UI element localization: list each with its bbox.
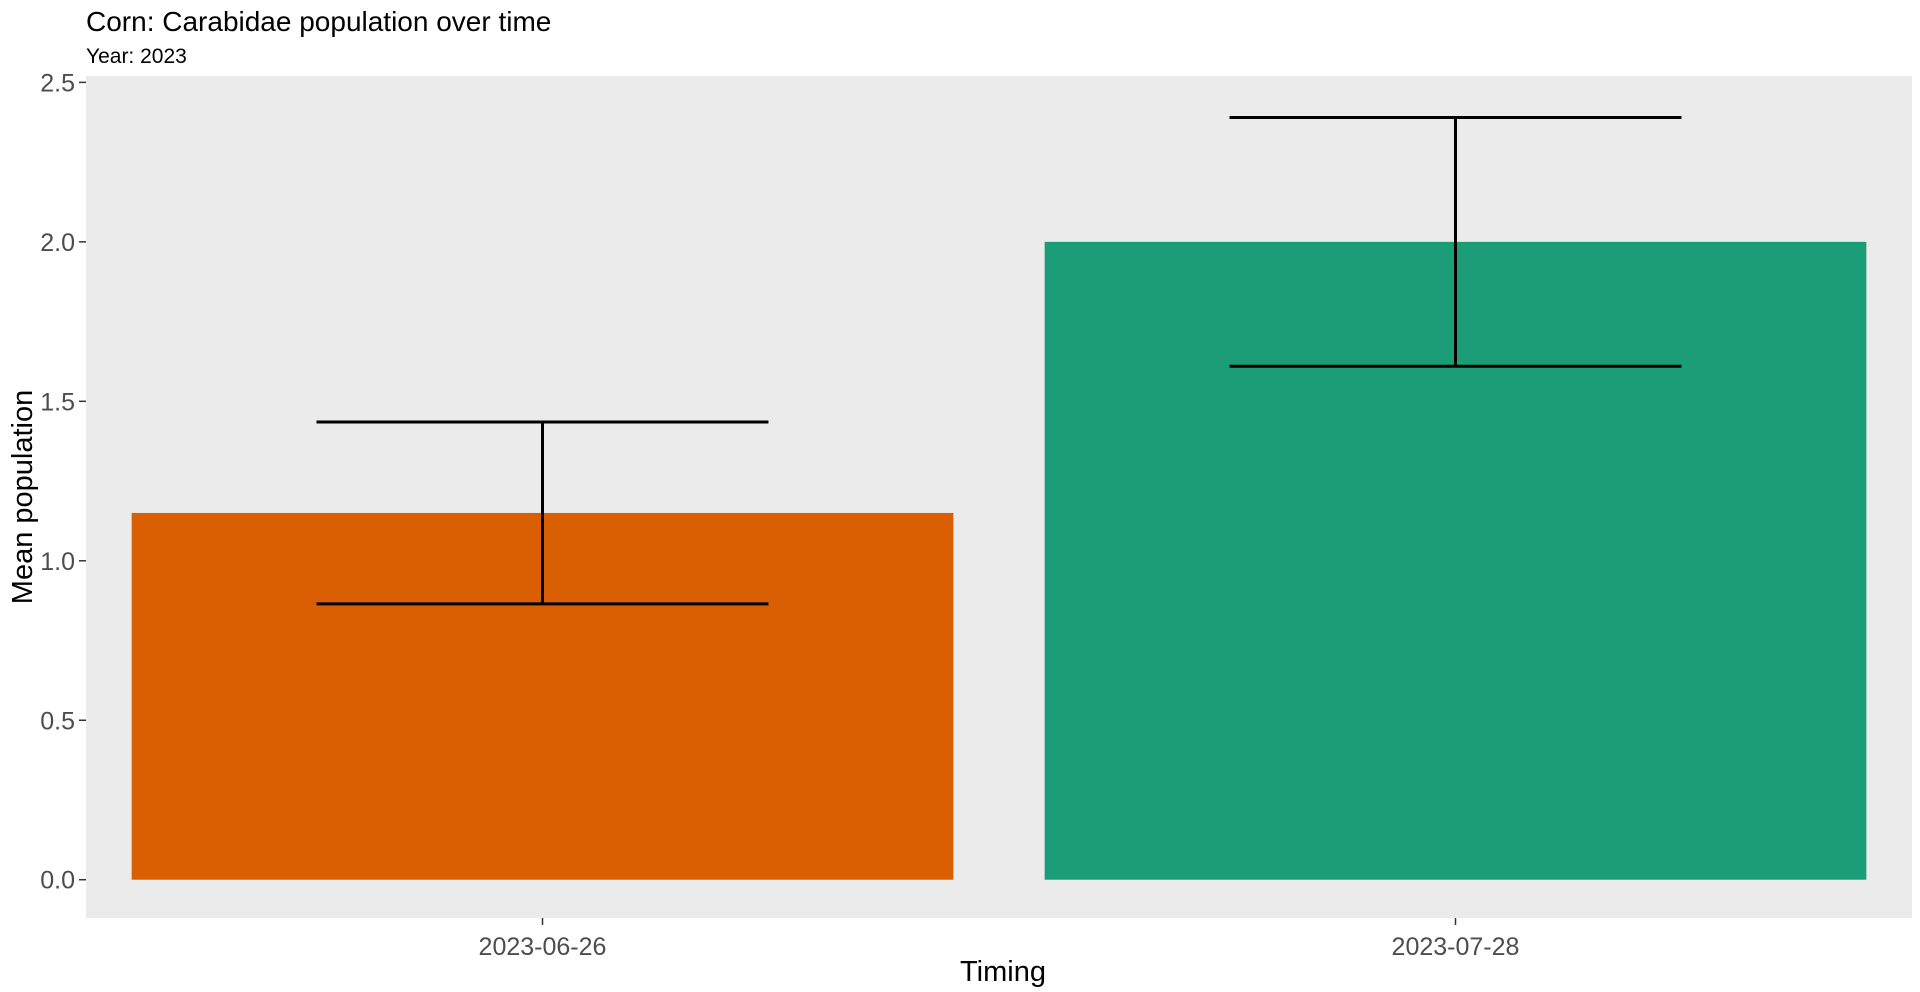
y-axis-title: Mean population [7, 390, 39, 604]
chart-subtitle: Year: 2023 [86, 45, 187, 68]
y-tick-label: 0.0 [40, 867, 75, 895]
y-tick-label: 1.5 [40, 388, 75, 416]
x-axis-title: Timing [960, 956, 1046, 988]
x-tick-label: 2023-06-26 [479, 933, 607, 961]
y-tick-label: 2.5 [40, 69, 75, 97]
chart-title: Corn: Carabidae population over time [86, 6, 551, 37]
error-bar-2023-07-28 [1229, 115, 1682, 368]
error-bars-layer [316, 115, 1682, 606]
y-tick-label: 1.0 [40, 548, 75, 576]
y-axis: 0.0 0.5 1.0 1.5 2.0 2.5 [40, 69, 86, 895]
y-tick-label: 2.0 [40, 229, 75, 257]
x-axis: 2023-06-26 2023-07-28 [479, 918, 1520, 961]
error-bar-2023-06-26 [316, 420, 769, 606]
x-tick-label: 2023-07-28 [1392, 933, 1520, 961]
y-tick-label: 0.5 [40, 707, 75, 735]
